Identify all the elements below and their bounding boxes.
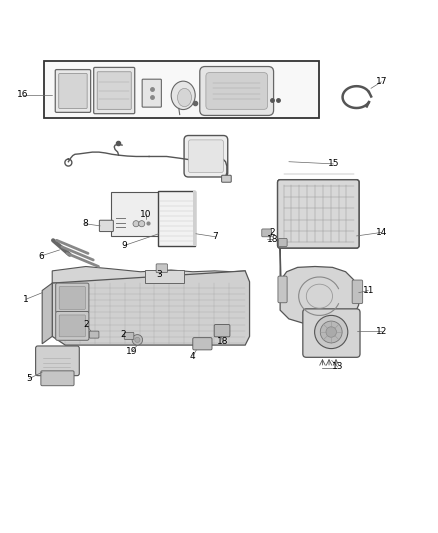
FancyBboxPatch shape	[94, 67, 135, 114]
FancyBboxPatch shape	[56, 283, 89, 313]
Text: 13: 13	[332, 362, 343, 372]
FancyBboxPatch shape	[156, 264, 167, 272]
Text: 2: 2	[269, 228, 275, 237]
FancyBboxPatch shape	[222, 175, 231, 182]
Polygon shape	[145, 270, 184, 283]
Text: 16: 16	[17, 91, 28, 100]
Text: 1: 1	[23, 295, 29, 304]
Text: 5: 5	[26, 374, 32, 383]
Circle shape	[135, 337, 140, 343]
Circle shape	[133, 221, 139, 227]
FancyBboxPatch shape	[279, 239, 287, 246]
FancyBboxPatch shape	[193, 338, 212, 350]
Text: 3: 3	[156, 270, 162, 279]
FancyBboxPatch shape	[124, 333, 134, 340]
FancyBboxPatch shape	[200, 67, 274, 116]
Circle shape	[132, 335, 143, 345]
FancyBboxPatch shape	[142, 79, 161, 107]
FancyBboxPatch shape	[184, 135, 228, 177]
Text: 8: 8	[82, 219, 88, 228]
FancyBboxPatch shape	[262, 229, 272, 237]
FancyBboxPatch shape	[99, 220, 113, 231]
FancyBboxPatch shape	[111, 192, 161, 236]
Text: 10: 10	[140, 209, 152, 219]
FancyBboxPatch shape	[158, 191, 195, 246]
Text: 18: 18	[217, 337, 228, 346]
Text: 11: 11	[363, 286, 374, 295]
Text: 7: 7	[212, 232, 219, 241]
FancyBboxPatch shape	[97, 72, 131, 109]
Text: 18: 18	[266, 235, 278, 244]
FancyBboxPatch shape	[41, 371, 74, 386]
Text: 4: 4	[190, 351, 196, 360]
Text: 12: 12	[376, 327, 388, 336]
FancyBboxPatch shape	[278, 276, 287, 303]
Text: 15: 15	[328, 159, 339, 168]
Circle shape	[139, 221, 145, 227]
Polygon shape	[52, 271, 250, 345]
FancyBboxPatch shape	[278, 180, 359, 248]
Circle shape	[326, 327, 336, 337]
Ellipse shape	[177, 88, 191, 107]
FancyBboxPatch shape	[188, 140, 223, 173]
Text: 6: 6	[38, 252, 44, 261]
FancyBboxPatch shape	[44, 61, 319, 118]
Text: 2: 2	[120, 330, 126, 339]
Text: 9: 9	[121, 241, 127, 250]
FancyBboxPatch shape	[352, 280, 363, 304]
Ellipse shape	[171, 81, 195, 110]
FancyBboxPatch shape	[35, 346, 79, 376]
Text: 19: 19	[126, 347, 138, 356]
FancyBboxPatch shape	[56, 311, 89, 340]
Circle shape	[320, 321, 342, 343]
Text: 2: 2	[83, 320, 88, 329]
FancyBboxPatch shape	[206, 72, 268, 109]
Circle shape	[314, 316, 348, 349]
Polygon shape	[280, 248, 359, 326]
FancyBboxPatch shape	[193, 191, 196, 246]
FancyBboxPatch shape	[59, 287, 85, 309]
FancyBboxPatch shape	[303, 309, 360, 357]
Polygon shape	[42, 283, 52, 344]
FancyBboxPatch shape	[59, 74, 87, 108]
FancyBboxPatch shape	[59, 315, 85, 337]
Polygon shape	[52, 266, 245, 284]
FancyBboxPatch shape	[214, 325, 230, 337]
FancyBboxPatch shape	[55, 70, 91, 112]
Text: 17: 17	[376, 77, 387, 86]
Text: 14: 14	[376, 228, 387, 237]
FancyBboxPatch shape	[89, 331, 99, 338]
